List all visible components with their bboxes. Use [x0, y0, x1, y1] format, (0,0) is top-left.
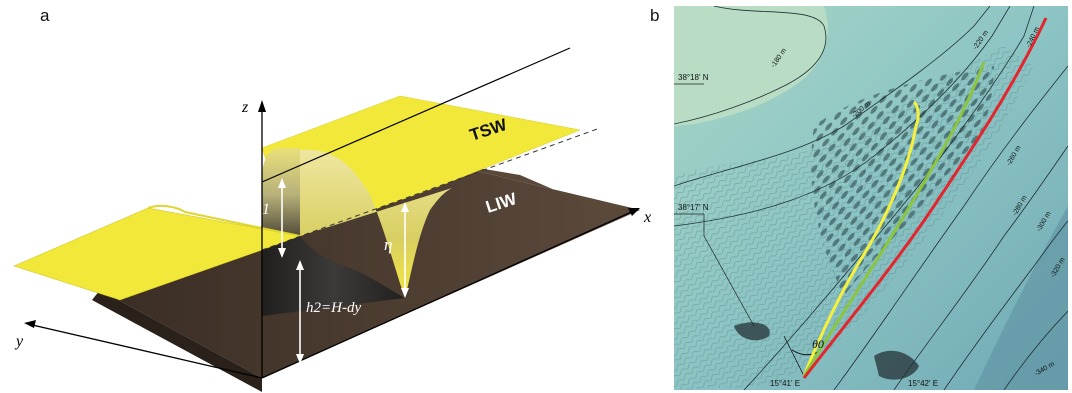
panel-b-map: 38°18' N 38°17' N 15°41' E 15°42' E -180… [674, 6, 1068, 390]
lower-layer-side [92, 290, 262, 392]
interface-dashed-line [261, 127, 601, 251]
h1-label: h1 [254, 201, 270, 218]
depression-wall [262, 148, 300, 250]
z-axis-arrow [258, 100, 266, 112]
angle-arc [791, 349, 819, 356]
lon-label-2: 15°42' E [908, 379, 938, 388]
lower-layer-bottom [100, 160, 640, 378]
h2-arrow-head-top [296, 260, 304, 270]
x-axis [261, 209, 637, 379]
lat-lon-grid [674, 83, 755, 327]
h1-arrow-head-top [278, 178, 286, 188]
h2-arrow-head-bottom [296, 354, 304, 364]
y-axis-label: y [14, 333, 24, 350]
lat-label-2: 38°17' N [678, 203, 709, 212]
h1-arrow-head-bottom [278, 248, 286, 258]
red-line [802, 17, 1048, 379]
x-axis-arrow [628, 208, 640, 216]
z-axis-label: z [241, 99, 249, 116]
lon-label-1: 15°41' E [770, 379, 800, 388]
contour-lines [674, 6, 1068, 390]
eta-arrow-head-top [401, 202, 409, 212]
lower-layer-ridge [430, 160, 640, 216]
eta-label: η [384, 235, 392, 254]
lat-label-1: 38°18' N [678, 73, 709, 82]
panel-a-letter: a [40, 6, 50, 25]
y-axis [27, 323, 263, 379]
panel-b-letter: b [650, 6, 660, 25]
angle-reference-line [783, 335, 805, 377]
depression-trough [300, 149, 452, 298]
panel-a-diagram: z x y h1 η h2=H-dy TSW LIW [13, 47, 651, 392]
front-sheet-curl [147, 204, 301, 237]
rock-patches [734, 322, 919, 380]
y-axis-arrow [24, 320, 36, 328]
shallow-shelf [674, 6, 828, 126]
x-axis-label: x [643, 209, 651, 226]
angle-label: θ0 [812, 337, 824, 351]
bedform-field [811, 66, 994, 296]
trough-shadow [262, 236, 405, 316]
yellow-line [802, 100, 920, 377]
h2-label: h2=H-dy [306, 300, 361, 316]
eta-arrow-head-bottom [401, 288, 409, 298]
interface-line-back [261, 47, 571, 183]
green-line [802, 61, 986, 377]
